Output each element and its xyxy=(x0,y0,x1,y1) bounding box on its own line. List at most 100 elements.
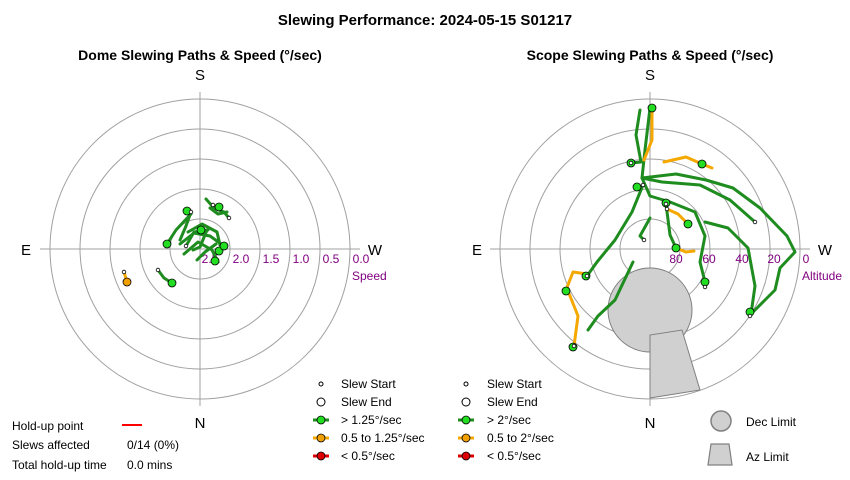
scope-slew-end-point xyxy=(671,243,681,253)
legend-end-label: Slew End xyxy=(341,395,392,409)
dome-axis-label: Speed xyxy=(352,269,387,283)
dome-slew-path xyxy=(195,242,218,262)
scope-compass-top: S xyxy=(645,67,655,84)
holdup-stats: Hold-up point Slews affected 0/14 (0%) T… xyxy=(12,419,179,472)
dome-slew-end-point xyxy=(162,239,172,249)
dome-compass-bottom: N xyxy=(195,415,206,432)
scope-legend-end-label: Slew End xyxy=(487,395,538,409)
scope-legend-slow-label: < 0.5°/sec xyxy=(487,449,541,463)
legend-slow-marker xyxy=(316,451,326,461)
scope-slew-path xyxy=(585,183,645,278)
dome-tick-label: 2.0 xyxy=(233,252,250,266)
legend-start-label: Slew Start xyxy=(341,377,396,391)
dome-compass-left: E xyxy=(21,242,31,259)
scope-legend-medium-label: 0.5 to 2°/sec xyxy=(487,431,554,445)
scope-slew-start-point xyxy=(663,201,669,207)
scope-slew-start-point xyxy=(628,160,634,166)
legend-slow-label: < 0.5°/sec xyxy=(341,449,395,463)
scope-slew-path xyxy=(665,207,690,226)
dome-slew-end-point xyxy=(167,278,177,288)
dome-ticks: 2.5 2.0 1.5 1.0 0.5 0.0 xyxy=(202,252,370,266)
scope-slew-path xyxy=(640,172,797,314)
az-limit-wedge xyxy=(649,329,701,399)
scope-slew-end-point xyxy=(700,277,710,287)
dome-slew-path xyxy=(191,228,209,252)
az-limit-legend-label: Az Limit xyxy=(746,450,789,464)
dome-slew-start-point xyxy=(121,269,127,275)
scope-tick-label: 40 xyxy=(735,252,749,266)
total-holdup-value: 0.0 mins xyxy=(127,458,172,472)
dome-slew-path xyxy=(182,240,220,264)
scope-slew-path xyxy=(662,155,714,170)
scope-ticks: 80 60 40 20 0 xyxy=(669,252,809,266)
dome-slew-path xyxy=(178,231,226,248)
scope-slew-end-point xyxy=(683,219,693,229)
legend-medium-label: 0.5 to 1.25°/sec xyxy=(341,431,425,445)
legend-end-marker xyxy=(316,397,326,407)
dome-slew-start-point xyxy=(155,267,161,273)
holdup-label: Hold-up point xyxy=(12,419,84,433)
scope-slew-path xyxy=(586,260,635,332)
dome-legend: Slew Start Slew End > 1.25°/sec 0.5 to 1… xyxy=(313,377,425,463)
dome-slew-end-point xyxy=(196,225,206,235)
scope-slew-path xyxy=(664,202,678,250)
scope-slew-end-point xyxy=(632,182,642,192)
dome-tick-label: 0.5 xyxy=(323,252,340,266)
dec-limit-legend-icon xyxy=(710,410,732,432)
scope-slew-path xyxy=(640,176,707,284)
scope-legend-start-label: Slew Start xyxy=(487,377,542,391)
dome-tick-label: 1.0 xyxy=(293,252,310,266)
scope-slew-end-point xyxy=(561,286,571,296)
scope-legend-fast-marker xyxy=(461,415,471,425)
dome-paths xyxy=(121,197,232,288)
dome-compass-top: S xyxy=(195,67,205,84)
figure-title: Slewing Performance: 2024-05-15 S01217 xyxy=(278,12,572,29)
dome-compass-right: W xyxy=(368,242,383,259)
dome-slew-path xyxy=(208,206,229,216)
scope-compass-left: E xyxy=(472,242,482,259)
scope-slew-start-point xyxy=(641,237,647,243)
dec-limit-region xyxy=(607,267,701,399)
scope-compass-bottom: N xyxy=(645,415,656,432)
az-limit-legend-icon xyxy=(707,443,733,466)
scope-slew-start-point xyxy=(571,343,577,349)
scope-legend: Slew Start Slew End > 2°/sec 0.5 to 2°/s… xyxy=(458,377,797,466)
slews-affected-label: Slews affected xyxy=(12,438,90,452)
scope-compass-right: W xyxy=(818,242,833,259)
dome-slew-end-point xyxy=(219,241,229,251)
legend-medium-marker xyxy=(316,433,326,443)
scope-slew-path xyxy=(564,270,589,292)
scope-tick-label: 80 xyxy=(669,252,683,266)
dome-tick-label: 0.0 xyxy=(353,252,370,266)
scope-slew-start-point xyxy=(584,273,590,279)
scope-legend-medium-marker xyxy=(461,433,471,443)
scope-legend-slow-marker xyxy=(461,451,471,461)
scope-tick-label: 20 xyxy=(767,252,781,266)
scope-slew-path xyxy=(629,108,643,165)
dome-slew-start-point xyxy=(183,243,189,249)
scope-tick-label: 60 xyxy=(702,252,716,266)
scope-slew-start-point xyxy=(664,206,670,212)
legend-start-marker xyxy=(318,381,324,387)
dome-slew-end-point xyxy=(214,202,224,212)
dome-subtitle: Dome Slewing Paths & Speed (°/sec) xyxy=(78,47,322,63)
dome-tick-label: 1.5 xyxy=(263,252,280,266)
legend-fast-marker xyxy=(316,415,326,425)
scope-slew-path xyxy=(566,289,580,348)
dome-slew-start-point xyxy=(188,209,194,215)
total-holdup-label: Total hold-up time xyxy=(12,458,107,472)
dome-slew-end-point xyxy=(210,256,220,266)
scope-slew-end-point xyxy=(697,159,707,169)
scope-tick-label: 0 xyxy=(803,252,810,266)
scope-legend-end-marker xyxy=(461,397,471,407)
scope-legend-start-marker xyxy=(463,381,469,387)
legend-fast-label: > 1.25°/sec xyxy=(341,413,402,427)
scope-legend-fast-label: > 2°/sec xyxy=(487,413,531,427)
scope-paths xyxy=(561,103,797,352)
scope-slew-path xyxy=(640,106,757,224)
scope-slew-path xyxy=(638,216,652,242)
scope-slew-path xyxy=(642,108,654,162)
dome-panel: Dome Slewing Paths & Speed (°/sec) S N E… xyxy=(21,47,387,432)
dome-slew-path xyxy=(165,212,193,246)
scope-slew-start-point xyxy=(640,182,646,188)
